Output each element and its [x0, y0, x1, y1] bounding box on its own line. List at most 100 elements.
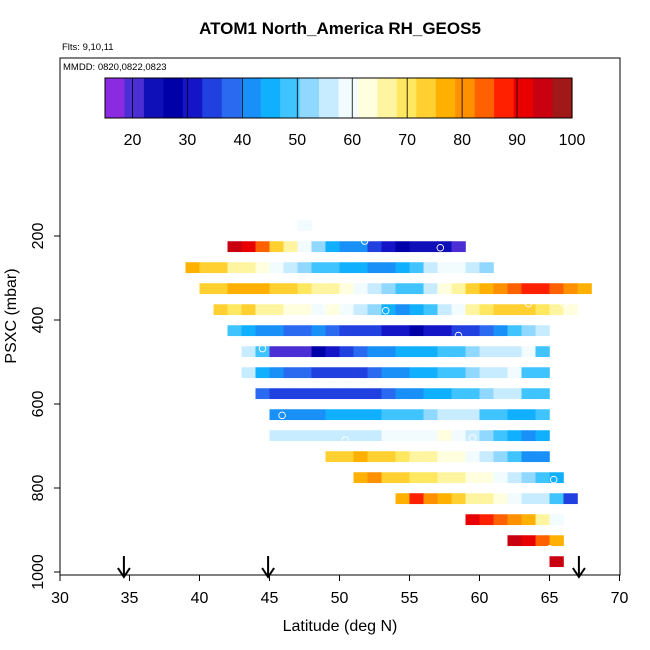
- heatmap-cell: [269, 304, 284, 316]
- heatmap-cell: [479, 430, 494, 442]
- heatmap-cell: [395, 304, 410, 316]
- heatmap-cell: [521, 346, 536, 358]
- sample-marker: [541, 337, 550, 345]
- heatmap-cell: [311, 241, 326, 253]
- heatmap-cell: [381, 346, 396, 358]
- heatmap-cell: [339, 367, 354, 379]
- heatmap-cell: [451, 409, 466, 421]
- heatmap-cell: [381, 283, 396, 295]
- heatmap-cell: [297, 283, 312, 295]
- heatmap-cell: [409, 409, 424, 421]
- heatmap-cell: [269, 346, 284, 358]
- heatmap-cell: [311, 388, 326, 400]
- heatmap-cell: [325, 451, 340, 463]
- heatmap-cell: [465, 472, 480, 484]
- heatmap-cell: [297, 430, 312, 442]
- heatmap-cell: [409, 367, 424, 379]
- sample-marker: [341, 436, 349, 444]
- colorbar-segment: [435, 78, 456, 118]
- heatmap-cell: [325, 241, 340, 253]
- colorbar-segment: [338, 78, 359, 118]
- heatmap-cell: [423, 430, 438, 442]
- heatmap-cell: [493, 472, 508, 484]
- heatmap-cell: [521, 430, 536, 442]
- heatmap-cell: [507, 346, 522, 358]
- sample-marker: [436, 244, 445, 252]
- heatmap-cell: [479, 346, 494, 358]
- flight-arrows: [117, 556, 586, 579]
- heatmap-cell: [353, 346, 368, 358]
- colorbar-tick-label: 30: [179, 132, 197, 149]
- sample-marker: [464, 484, 473, 492]
- heatmap-cell: [395, 283, 410, 295]
- x-tick-label: 70: [611, 590, 629, 607]
- heatmap-cell: [283, 325, 298, 337]
- heatmap-cell: [409, 262, 424, 274]
- heatmap-cell: [521, 388, 536, 400]
- y-axis-label: PSXC (mbar): [3, 268, 20, 363]
- heatmap-cell: [353, 388, 368, 400]
- heatmap-cell: [269, 283, 284, 295]
- heatmap-cell: [465, 514, 480, 526]
- sample-marker: [258, 344, 267, 353]
- x-tick-label: 55: [401, 590, 419, 607]
- heatmap-cell: [311, 346, 326, 358]
- heatmap-cell: [241, 283, 256, 295]
- heatmap-cell: [423, 283, 438, 295]
- heatmap-cell: [479, 262, 494, 274]
- heatmap-cell: [367, 304, 382, 316]
- heatmap-cell: [549, 304, 564, 316]
- heatmap-cell: [507, 283, 522, 295]
- heatmap-cell: [493, 514, 508, 526]
- heatmap-cell: [493, 367, 508, 379]
- heatmap-cell: [507, 430, 522, 442]
- heatmap-cell: [423, 367, 438, 379]
- heatmap-cell: [227, 283, 242, 295]
- colorbar-segment: [416, 78, 437, 118]
- sample-marker: [549, 475, 558, 484]
- heatmap-cell: [437, 367, 452, 379]
- heatmap-cell: [227, 241, 242, 253]
- heatmap-cell: [325, 283, 340, 295]
- heatmap-cell: [395, 409, 410, 421]
- heatmap-cell: [269, 367, 284, 379]
- heatmap-cell: [297, 304, 312, 316]
- heatmap-cell: [521, 472, 536, 484]
- heatmap-cell: [479, 367, 494, 379]
- sample-markers: [180, 237, 568, 553]
- colorbar-segment: [513, 78, 534, 118]
- heatmap-cell: [353, 241, 368, 253]
- sample-marker: [234, 253, 243, 261]
- heatmap-cell: [213, 262, 228, 274]
- heatmap-cell: [381, 262, 396, 274]
- heatmap-cell: [423, 304, 438, 316]
- heatmap-cell: [199, 283, 214, 295]
- y-tick-label: 800: [30, 475, 47, 502]
- heatmap-cell: [437, 262, 452, 274]
- heatmap-cell: [423, 493, 438, 505]
- heatmap-cell: [339, 262, 354, 274]
- heatmap-cell: [353, 451, 368, 463]
- heatmap-cell: [423, 325, 438, 337]
- heatmap-cell: [563, 304, 578, 316]
- heatmap-cell: [535, 430, 550, 442]
- heatmap-cell: [227, 304, 242, 316]
- heatmap-cell: [437, 472, 452, 484]
- x-tick-label: 40: [191, 590, 209, 607]
- heatmap-cell: [521, 325, 536, 337]
- heatmap-cell: [465, 367, 480, 379]
- heatmap-cell: [395, 493, 410, 505]
- heatmap-cell: [311, 262, 326, 274]
- heatmap-cell: [297, 388, 312, 400]
- heatmap-cell: [465, 409, 480, 421]
- flight-arrow: [117, 556, 131, 579]
- colorbar-tick-label: 20: [124, 132, 142, 149]
- heatmap-cell: [549, 493, 564, 505]
- heatmap-cell: [269, 262, 284, 274]
- heatmap-cell: [255, 262, 270, 274]
- heatmap-cell: [227, 325, 242, 337]
- heatmap-cell: [521, 514, 536, 526]
- heatmap-cell: [521, 451, 536, 463]
- heatmap-cell: [367, 262, 382, 274]
